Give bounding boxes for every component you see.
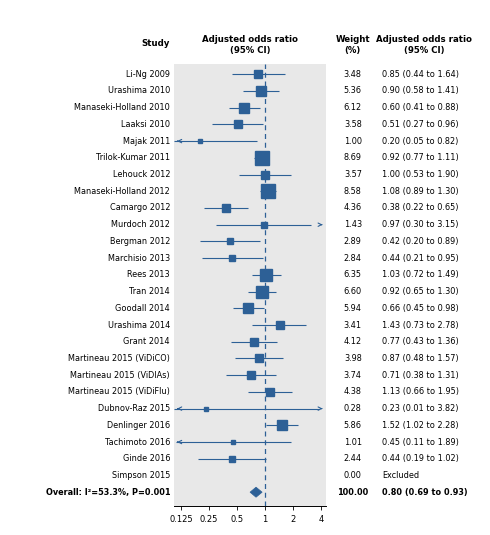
Text: 1.00: 1.00 bbox=[344, 136, 362, 146]
Text: 0.51 (0.27 to 0.96): 0.51 (0.27 to 0.96) bbox=[382, 120, 459, 129]
Text: 0.20 (0.05 to 0.82): 0.20 (0.05 to 0.82) bbox=[382, 136, 459, 146]
Text: 2.44: 2.44 bbox=[344, 454, 362, 463]
Text: Camargo 2012: Camargo 2012 bbox=[110, 203, 170, 212]
Text: Rees 2013: Rees 2013 bbox=[127, 270, 170, 279]
Text: Trilok-Kumar 2011: Trilok-Kumar 2011 bbox=[96, 154, 170, 162]
Text: Bergman 2012: Bergman 2012 bbox=[110, 237, 170, 246]
Text: Goodall 2014: Goodall 2014 bbox=[115, 304, 170, 313]
Text: Adjusted odds ratio: Adjusted odds ratio bbox=[202, 35, 298, 44]
Text: 0.44 (0.21 to 0.95): 0.44 (0.21 to 0.95) bbox=[382, 254, 459, 263]
Text: Adjusted odds ratio: Adjusted odds ratio bbox=[376, 35, 472, 44]
Text: Urashima 2014: Urashima 2014 bbox=[108, 320, 170, 330]
Text: 3.58: 3.58 bbox=[344, 120, 362, 129]
Text: Study: Study bbox=[142, 39, 170, 48]
Text: 0.92 (0.77 to 1.11): 0.92 (0.77 to 1.11) bbox=[382, 154, 459, 162]
Text: 1.13 (0.66 to 1.95): 1.13 (0.66 to 1.95) bbox=[382, 387, 459, 396]
Text: 100.00: 100.00 bbox=[337, 488, 368, 496]
Text: 1.01: 1.01 bbox=[344, 438, 362, 447]
Text: 0.00: 0.00 bbox=[344, 471, 362, 480]
Text: 5.86: 5.86 bbox=[344, 421, 362, 430]
Text: 4.12: 4.12 bbox=[344, 337, 362, 346]
Text: 0.23 (0.01 to 3.82): 0.23 (0.01 to 3.82) bbox=[382, 404, 459, 413]
Text: Martineau 2015 (ViDIAs): Martineau 2015 (ViDIAs) bbox=[71, 371, 170, 380]
Text: 0.44 (0.19 to 1.02): 0.44 (0.19 to 1.02) bbox=[382, 454, 459, 463]
Text: 1.52 (1.02 to 2.28): 1.52 (1.02 to 2.28) bbox=[382, 421, 459, 430]
Text: 2.84: 2.84 bbox=[344, 254, 362, 263]
Text: Urashima 2010: Urashima 2010 bbox=[108, 87, 170, 95]
Text: 3.57: 3.57 bbox=[344, 170, 362, 179]
Text: (%): (%) bbox=[344, 46, 361, 55]
Text: 4.38: 4.38 bbox=[344, 387, 362, 396]
Text: 6.12: 6.12 bbox=[344, 103, 362, 112]
Text: Lehouck 2012: Lehouck 2012 bbox=[113, 170, 170, 179]
Text: 1.00 (0.53 to 1.90): 1.00 (0.53 to 1.90) bbox=[382, 170, 459, 179]
Text: 3.48: 3.48 bbox=[344, 70, 362, 79]
Text: (95% CI): (95% CI) bbox=[404, 46, 444, 55]
Text: 5.36: 5.36 bbox=[344, 87, 362, 95]
Text: 0.38 (0.22 to 0.65): 0.38 (0.22 to 0.65) bbox=[382, 203, 459, 212]
Text: Simpson 2015: Simpson 2015 bbox=[112, 471, 170, 480]
Text: 6.35: 6.35 bbox=[344, 270, 362, 279]
Text: 0.60 (0.41 to 0.88): 0.60 (0.41 to 0.88) bbox=[382, 103, 459, 112]
Text: Tachimoto 2016: Tachimoto 2016 bbox=[105, 438, 170, 447]
Text: Dubnov-Raz 2015: Dubnov-Raz 2015 bbox=[98, 404, 170, 413]
Text: 0.85 (0.44 to 1.64): 0.85 (0.44 to 1.64) bbox=[382, 70, 459, 79]
Text: 3.74: 3.74 bbox=[344, 371, 362, 380]
Text: 0.42 (0.20 to 0.89): 0.42 (0.20 to 0.89) bbox=[382, 237, 459, 246]
Text: 0.28: 0.28 bbox=[344, 404, 362, 413]
Text: 1.08 (0.89 to 1.30): 1.08 (0.89 to 1.30) bbox=[382, 187, 459, 196]
Text: 2.89: 2.89 bbox=[344, 237, 362, 246]
Text: Marchisio 2013: Marchisio 2013 bbox=[108, 254, 170, 263]
Text: Manaseki-Holland 2012: Manaseki-Holland 2012 bbox=[74, 187, 170, 196]
Text: Martineau 2015 (ViDiFlu): Martineau 2015 (ViDiFlu) bbox=[68, 387, 170, 396]
Text: Tran 2014: Tran 2014 bbox=[129, 287, 170, 296]
Text: 0.80 (0.69 to 0.93): 0.80 (0.69 to 0.93) bbox=[382, 488, 468, 496]
Text: 0.66 (0.45 to 0.98): 0.66 (0.45 to 0.98) bbox=[382, 304, 459, 313]
Text: 1.03 (0.72 to 1.49): 1.03 (0.72 to 1.49) bbox=[382, 270, 459, 279]
Text: Weight: Weight bbox=[336, 35, 370, 44]
Text: 8.58: 8.58 bbox=[344, 187, 362, 196]
Text: Laaksi 2010: Laaksi 2010 bbox=[121, 120, 170, 129]
Text: 0.71 (0.38 to 1.31): 0.71 (0.38 to 1.31) bbox=[382, 371, 459, 380]
Text: Li-Ng 2009: Li-Ng 2009 bbox=[126, 70, 170, 79]
Text: 8.69: 8.69 bbox=[344, 154, 362, 162]
Text: Manaseki-Holland 2010: Manaseki-Holland 2010 bbox=[74, 103, 170, 112]
Text: Denlinger 2016: Denlinger 2016 bbox=[107, 421, 170, 430]
Polygon shape bbox=[250, 487, 262, 497]
Text: 3.98: 3.98 bbox=[344, 354, 362, 363]
Text: Grant 2014: Grant 2014 bbox=[123, 337, 170, 346]
Text: 0.45 (0.11 to 1.89): 0.45 (0.11 to 1.89) bbox=[382, 438, 459, 447]
Text: Murdoch 2012: Murdoch 2012 bbox=[111, 220, 170, 229]
Text: Ginde 2016: Ginde 2016 bbox=[122, 454, 170, 463]
Text: Excluded: Excluded bbox=[382, 471, 419, 480]
Text: Martineau 2015 (ViDiCO): Martineau 2015 (ViDiCO) bbox=[68, 354, 170, 363]
Text: 0.92 (0.65 to 1.30): 0.92 (0.65 to 1.30) bbox=[382, 287, 459, 296]
Text: 0.87 (0.48 to 1.57): 0.87 (0.48 to 1.57) bbox=[382, 354, 459, 363]
Text: 1.43: 1.43 bbox=[344, 220, 362, 229]
Text: 3.41: 3.41 bbox=[344, 320, 362, 330]
Text: 6.60: 6.60 bbox=[344, 287, 362, 296]
Text: 0.77 (0.43 to 1.36): 0.77 (0.43 to 1.36) bbox=[382, 337, 459, 346]
Text: 4.36: 4.36 bbox=[344, 203, 362, 212]
Text: 1.43 (0.73 to 2.78): 1.43 (0.73 to 2.78) bbox=[382, 320, 459, 330]
Text: 0.97 (0.30 to 3.15): 0.97 (0.30 to 3.15) bbox=[382, 220, 459, 229]
Text: 5.94: 5.94 bbox=[344, 304, 362, 313]
Text: 0.90 (0.58 to 1.41): 0.90 (0.58 to 1.41) bbox=[382, 87, 459, 95]
Text: (95% CI): (95% CI) bbox=[230, 46, 270, 55]
Text: Majak 2011: Majak 2011 bbox=[122, 136, 170, 146]
Text: Overall: I²=53.3%, P=0.001: Overall: I²=53.3%, P=0.001 bbox=[46, 488, 170, 496]
